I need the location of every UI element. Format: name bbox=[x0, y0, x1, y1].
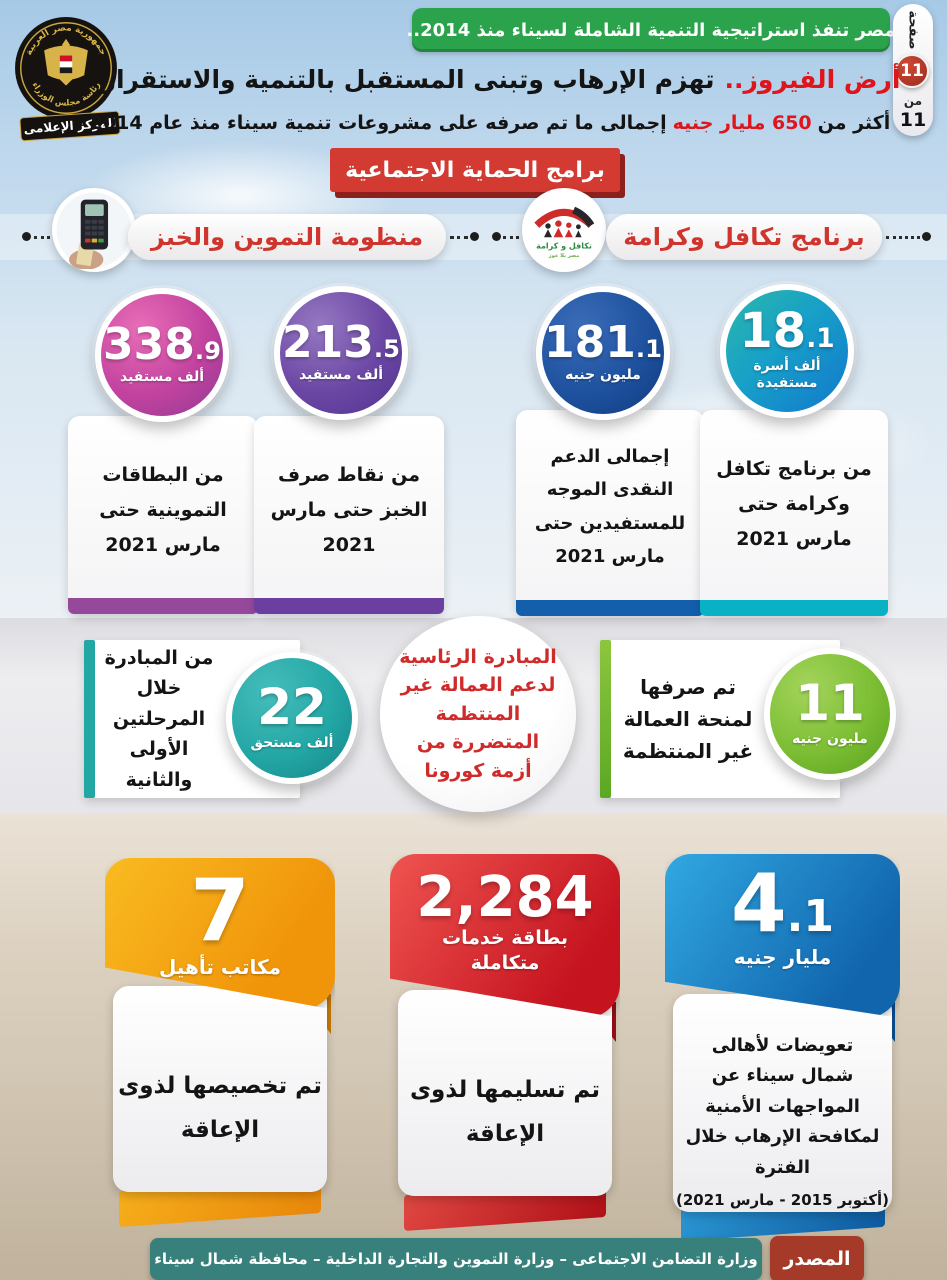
stat-circle-labor-grant: 11 مليون جنيه bbox=[764, 648, 896, 780]
subtitle-prefix: أكثر من bbox=[817, 112, 891, 134]
card-accent-bar bbox=[68, 598, 258, 614]
footer-sources-text: وزارة التضامن الاجتماعى – وزارة التموين … bbox=[154, 1250, 758, 1268]
card-body: تم تسليمها لذوى الإعاقة bbox=[398, 990, 612, 1196]
bottom-card-service-cards: تم تسليمها لذوى الإعاقة 2,284 بطاقة خدما… bbox=[390, 854, 620, 1238]
stat-card-cash-support: إجمالى الدعم النقدى الموجه للمستفيدين حت… bbox=[516, 410, 704, 616]
initiative-title-text: المبادرة الرئاسية لدعم العمالة غير المنت… bbox=[399, 645, 557, 782]
stat-desc: إجمالى الدعم النقدى الموجه للمستفيدين حت… bbox=[534, 446, 686, 567]
stat-desc: من نقاط صرف الخبز حتى مارس 2021 bbox=[270, 464, 428, 557]
card-accent-bar bbox=[516, 600, 704, 616]
program-header-takaful-text: برنامج تكافل وكرامة bbox=[623, 223, 865, 251]
stat-unit: مكاتب تأهيل bbox=[158, 955, 282, 979]
initiative-left-text: من المبادرة خلال المرحلتين الأولى والثان… bbox=[104, 647, 214, 791]
card-desc: تعويضات لأهالى شمال سيناء عن المواجهات ا… bbox=[685, 1034, 880, 1178]
stat-desc: من البطاقات التموينية حتى مارس 2021 bbox=[99, 464, 227, 557]
title-highlight: أرض الفيروز.. bbox=[724, 64, 901, 94]
stat-value: 338 bbox=[103, 318, 195, 370]
stat-value: 213 bbox=[282, 316, 374, 368]
stat-unit: ألف مستفيد bbox=[298, 366, 384, 383]
stat-value-decimal: .1 bbox=[786, 891, 834, 942]
takaful-logo: تكافل و كرامة مصر بلا عوز bbox=[522, 188, 606, 272]
footer-sources-bar: وزارة التضامن الاجتماعى – وزارة التموين … bbox=[150, 1238, 762, 1280]
stat-circle-cash-support: 181.1 مليون جنيه bbox=[536, 286, 670, 420]
stat-value: 18 bbox=[739, 303, 807, 360]
card-desc: تم تسليمها لذوى الإعاقة bbox=[409, 1077, 601, 1147]
card-accent-bar bbox=[700, 600, 888, 616]
page-of-label: من bbox=[903, 94, 923, 108]
top-banner: مصر تنفذ استراتيجية التنمية الشاملة لسين… bbox=[406, 8, 896, 52]
subtitle-highlight: 650 مليار جنيه bbox=[672, 112, 812, 134]
stat-value: 181 bbox=[544, 316, 636, 368]
takaful-logo-icon: تكافل و كرامة مصر بلا عوز bbox=[525, 191, 603, 269]
stat-value: 4 bbox=[730, 857, 787, 950]
dotted-connector bbox=[34, 236, 56, 239]
stat-value-decimal: .9 bbox=[194, 336, 221, 365]
connector-dot bbox=[470, 232, 479, 241]
stat-value: 22 bbox=[257, 678, 327, 736]
government-emblem: جمهورية مصر العربية رئاسة مجلس الوزراء bbox=[14, 16, 118, 120]
stat-unit: مليون جنيه bbox=[792, 730, 868, 747]
source-badge-label: المصدر bbox=[783, 1248, 851, 1270]
card-body: تعويضات لأهالى شمال سيناء عن المواجهات ا… bbox=[673, 994, 892, 1212]
program-header-takaful: برنامج تكافل وكرامة bbox=[606, 214, 882, 260]
page-title: أرض الفيروز.. تهزم الإرهاب وتبنى المستقب… bbox=[102, 58, 901, 100]
bottom-card-compensations: تعويضات لأهالى شمال سيناء عن المواجهات ا… bbox=[665, 854, 900, 1242]
stat-value: 2,284 bbox=[416, 865, 594, 930]
page-label: صفحة bbox=[905, 10, 921, 50]
page-number-badge: صفحة 11 من 11 bbox=[893, 4, 933, 136]
card-accent-bar bbox=[600, 640, 611, 798]
page-total: 11 bbox=[899, 109, 927, 131]
card-body: تم تخصيصها لذوى الإعاقة bbox=[113, 986, 327, 1192]
subtitle-rest: إجمالى ما تم صرفه على مشروعات تنمية سينا… bbox=[89, 112, 667, 134]
section-badge: برامج الحماية الاجتماعية bbox=[330, 148, 620, 192]
stat-value-decimal: .1 bbox=[806, 323, 835, 355]
card-period: (أكتوبر 2015 - مارس 2021) bbox=[676, 1191, 889, 1210]
card-accent-bar bbox=[84, 640, 95, 798]
stat-circle-takaful-families: 18.1 ألف أسرة مستفيدة bbox=[720, 284, 854, 418]
stat-unit: ألف مستفيد bbox=[119, 368, 205, 385]
top-banner-text: مصر تنفذ استراتيجية التنمية الشاملة لسين… bbox=[406, 19, 896, 41]
title-rest: تهزم الإرهاب وتبنى المستقبل بالتنمية وال… bbox=[101, 64, 715, 94]
card-desc: تم تخصيصها لذوى الإعاقة bbox=[118, 1073, 322, 1143]
stat-card-bread-points: من نقاط صرف الخبز حتى مارس 2021 bbox=[254, 416, 444, 614]
dotted-connector bbox=[503, 236, 519, 239]
stat-circle-initiative-beneficiaries: 22 ألف مستحق bbox=[226, 652, 358, 784]
stat-card-ration-cards: من البطاقات التموينية حتى مارس 2021 bbox=[68, 416, 258, 614]
bottom-card-rehab-offices: تم تخصيصها لذوى الإعاقة 7 مكاتب تأهيل bbox=[105, 858, 335, 1238]
pos-terminal-icon bbox=[56, 192, 132, 269]
stat-value-decimal: .5 bbox=[373, 334, 400, 363]
stat-value: 11 bbox=[795, 674, 865, 732]
pos-terminal-photo bbox=[52, 188, 136, 272]
program-header-supply-text: منظومة التموين والخبز bbox=[150, 223, 424, 251]
dotted-connector bbox=[450, 236, 468, 239]
program-header-supply: منظومة التموين والخبز bbox=[128, 214, 446, 260]
stat-value-decimal: .1 bbox=[635, 334, 662, 363]
stat-unit: بطاقة خدمات متكاملة bbox=[441, 927, 568, 974]
connector-dot bbox=[492, 232, 501, 241]
source-badge: المصدر bbox=[770, 1236, 864, 1280]
stat-unit: ألف أسرة مستفيدة bbox=[753, 357, 821, 392]
connector-dot bbox=[22, 232, 31, 241]
page-current: 11 bbox=[895, 54, 929, 88]
stat-circle-ration-cards: 338.9 ألف مستفيد bbox=[95, 288, 229, 422]
stat-circle-bread-points: 213.5 ألف مستفيد bbox=[274, 286, 408, 420]
dotted-connector bbox=[886, 236, 920, 239]
initiative-right-text: تم صرفها لمنحة العمالة غير المنتظمة bbox=[622, 675, 754, 763]
stat-unit: مليار جنيه bbox=[733, 945, 832, 969]
takaful-logo-line2: مصر بلا عوز bbox=[548, 253, 580, 259]
stat-unit: مليون جنيه bbox=[565, 366, 641, 383]
connector-dot bbox=[922, 232, 931, 241]
takaful-logo-line1: تكافل و كرامة bbox=[536, 241, 592, 250]
section-badge-text: برامج الحماية الاجتماعية bbox=[345, 157, 605, 183]
stat-value: 7 bbox=[190, 861, 250, 961]
eagle-emblem-icon: جمهورية مصر العربية رئاسة مجلس الوزراء bbox=[15, 17, 117, 119]
stat-unit: ألف مستحق bbox=[250, 734, 334, 751]
page-subtitle: أكثر من 650 مليار جنيه إجمالى ما تم صرفه… bbox=[90, 106, 891, 140]
card-accent-bar bbox=[254, 598, 444, 614]
stat-desc: من برنامج تكافل وكرامة حتى مارس 2021 bbox=[716, 458, 872, 551]
stat-card-takaful-families: من برنامج تكافل وكرامة حتى مارس 2021 bbox=[700, 410, 888, 616]
initiative-title-circle: المبادرة الرئاسية لدعم العمالة غير المنت… bbox=[380, 616, 576, 812]
